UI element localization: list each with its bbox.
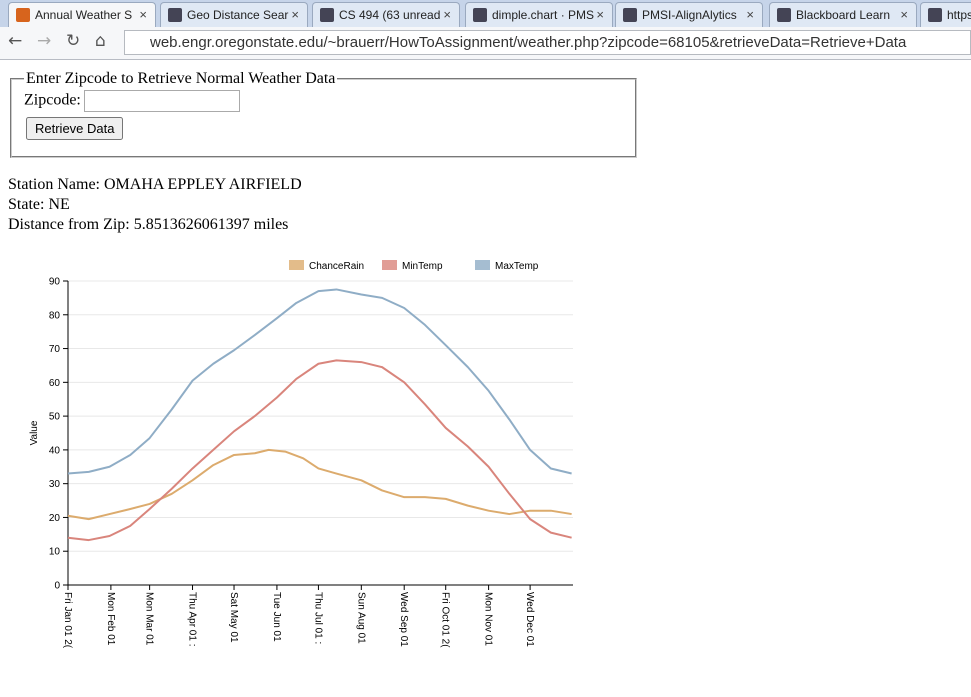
line (67, 448, 572, 521)
y-tick-label: 40 (49, 445, 61, 456)
y-tick-label: 90 (49, 277, 61, 288)
tab-icon (928, 8, 942, 22)
y-tick-label: 20 (49, 513, 61, 524)
browser-tab[interactable]: dimple.chart · PMS × (465, 2, 613, 27)
legend-swatch (475, 260, 490, 270)
y-axis-label: Value (29, 420, 40, 445)
y-tick-label: 60 (49, 378, 61, 389)
tab-title: PMSI-AlignAlytics (642, 8, 737, 22)
zip-input[interactable] (83, 90, 240, 112)
line (67, 359, 572, 542)
x-tick-label: Mon Mar 01 (144, 592, 155, 646)
tab-close[interactable]: × (746, 7, 754, 22)
home-button[interactable]: ⌂ (95, 31, 106, 51)
tab-icon (623, 8, 637, 22)
tab-icon (777, 8, 791, 22)
back-button[interactable]: ← (8, 31, 23, 51)
chart: 0 10 20 30 40 50 60 70 80 90 Fri Jan 01 2( Mon Feb … (29, 260, 573, 649)
browser-tab[interactable]: CS 494 (63 unread × (312, 2, 460, 27)
forward-button[interactable]: → (37, 31, 52, 51)
tab-close[interactable]: × (291, 7, 299, 22)
tab-title: Geo Distance Sear (187, 8, 289, 22)
browser-tab[interactable]: PMSI-AlignAlytics × (615, 2, 763, 27)
line (67, 288, 572, 475)
y-tick-label: 50 (49, 412, 61, 423)
legend-label: MinTemp (402, 261, 443, 272)
legend-swatch (289, 260, 304, 270)
x-tick-label: Sun Aug 01 (355, 592, 366, 644)
x-tick-label: Thu Jul 01 : (312, 592, 323, 644)
tab-icon (320, 8, 334, 22)
tab-title: dimple.chart · PMS (492, 8, 595, 22)
x-tick-label: Fri Jan 01 2( (62, 592, 73, 649)
legend-swatch (382, 260, 397, 270)
tab-bar: Annual Weather S × Geo Distance Sear × CS 49… (0, 0, 971, 27)
toolbar: ← → ↻ ⌂ web.engr.oregonstate.edu/~brauer… (0, 27, 971, 60)
address-bar[interactable]: web.engr.oregonstate.edu/~brauerr/HowToA… (124, 30, 971, 55)
station-state: State: NE (8, 196, 70, 213)
station-name: Station Name: OMAHA EPPLEY AIRFIELD (8, 176, 302, 193)
tab-close[interactable]: × (900, 7, 908, 22)
x-tick-label: Wed Sep 01 (398, 592, 409, 647)
legend-label: ChanceRain (309, 261, 364, 272)
x-tick-label: Sat May 01 (228, 592, 239, 643)
form-legend: Enter Zipcode to Retrieve Normal Weather… (26, 70, 336, 87)
tab-close[interactable]: × (596, 7, 604, 22)
x-tick-label: Mon Feb 01 (105, 592, 116, 646)
tab-close[interactable]: × (443, 7, 451, 22)
x-tick-label: Wed Dec 01 (524, 592, 535, 647)
y-tick-label: 0 (54, 581, 60, 592)
browser-tab[interactable]: https (920, 2, 971, 27)
retrieve-button[interactable]: Retrieve Data (26, 117, 124, 140)
browser-tab[interactable]: Geo Distance Sear × (160, 2, 308, 27)
tab-icon (16, 8, 30, 22)
tab-close[interactable]: × (139, 7, 147, 22)
y-tick-label: 80 (49, 310, 61, 321)
zip-label: Zipcode: (24, 91, 81, 109)
tab-title: Annual Weather S (35, 8, 133, 22)
browser-tab[interactable]: Annual Weather S × (8, 2, 156, 27)
tab-icon (473, 8, 487, 22)
y-tick-label: 30 (49, 479, 61, 490)
tab-title: Blackboard Learn (796, 8, 891, 22)
reload-button[interactable]: ↻ (66, 31, 81, 51)
tab-icon (168, 8, 182, 22)
station-distance: Distance from Zip: 5.8513626061397 miles (8, 216, 289, 233)
zip-row: Zipcode: (24, 90, 623, 112)
browser-tab[interactable]: Blackboard Learn × (769, 2, 917, 27)
x-tick-label: Thu Apr 01 : (187, 592, 198, 646)
x-tick-label: Fri Oct 01 2( (440, 592, 451, 648)
y-tick-label: 70 (49, 344, 61, 355)
x-tick-label: Mon Nov 01 (483, 592, 494, 646)
tab-title: CS 494 (63 unread (339, 8, 441, 22)
tab-title: https (947, 8, 971, 22)
x-tick-label: Tue Jun 01 (271, 592, 282, 642)
zip-form: Enter Zipcode to Retrieve Normal Weather… (10, 70, 637, 158)
y-tick-label: 10 (49, 547, 61, 558)
legend-label: MaxTemp (495, 261, 539, 272)
